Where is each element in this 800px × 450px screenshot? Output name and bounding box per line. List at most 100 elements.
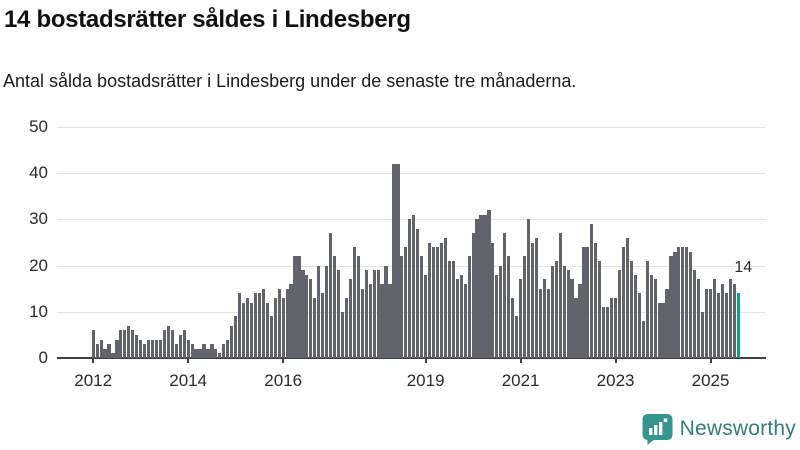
bar [269, 316, 273, 358]
bar [202, 344, 206, 358]
bar [293, 256, 297, 358]
bar [360, 288, 364, 358]
bar [606, 307, 610, 358]
bar [708, 288, 713, 358]
y-axis-label: 0 [38, 348, 48, 367]
bar [720, 284, 725, 358]
gridline [57, 311, 766, 313]
bar [404, 247, 408, 358]
bar [123, 330, 127, 358]
bar [281, 297, 285, 358]
bar [297, 256, 301, 358]
bar [166, 325, 170, 358]
bar [273, 297, 277, 358]
bar [701, 311, 705, 358]
bar [150, 339, 155, 358]
bar [182, 330, 186, 358]
bar [380, 284, 384, 358]
bar [491, 242, 495, 358]
bar [562, 265, 566, 358]
bar [313, 297, 317, 358]
bar [451, 260, 455, 358]
bar [712, 279, 717, 358]
chart-subtitle: Antal sålda bostadsrätter i Lindesberg u… [3, 71, 577, 91]
bar [475, 219, 479, 358]
last-value-label: 14 [734, 259, 753, 276]
bar [408, 219, 412, 358]
bar [376, 270, 380, 358]
bar [218, 353, 222, 358]
bar [340, 311, 345, 358]
bar [107, 344, 111, 358]
bar [154, 339, 159, 358]
bar [519, 279, 523, 358]
bar [111, 353, 115, 358]
x-axis-label: 2019 [406, 371, 445, 390]
bar [637, 293, 641, 358]
bar [522, 256, 527, 358]
bar [190, 344, 194, 358]
bar [305, 274, 309, 358]
bar [420, 256, 424, 358]
bar [265, 302, 269, 358]
chart-title: 14 bostadsrätter såldes i Lindesberg [4, 6, 411, 33]
bar [439, 242, 444, 358]
gridline [57, 173, 766, 175]
bar [515, 316, 519, 358]
bar [103, 348, 107, 358]
bar [400, 256, 404, 358]
bar [364, 270, 368, 358]
bar [261, 288, 265, 358]
x-axis-label: 2023 [596, 371, 635, 390]
bar [649, 274, 653, 358]
bar [309, 279, 313, 358]
bar [554, 260, 558, 358]
bar [356, 256, 360, 358]
bar [158, 339, 163, 358]
bar [479, 214, 483, 358]
bar [325, 265, 329, 358]
bar [257, 293, 261, 358]
bar [95, 344, 99, 358]
bar [127, 325, 131, 358]
bar [329, 233, 333, 358]
bar [677, 247, 681, 358]
y-axis-label: 50 [29, 117, 48, 136]
bar [511, 297, 515, 358]
bar [388, 284, 392, 358]
bar [582, 247, 586, 358]
bar [396, 163, 400, 358]
bar [348, 279, 353, 358]
bar [427, 242, 432, 358]
bar [641, 321, 645, 358]
gridline [57, 219, 766, 221]
bar [435, 247, 440, 358]
bar [277, 288, 281, 358]
bar [471, 233, 475, 358]
bar [499, 265, 503, 358]
bar [530, 242, 535, 358]
bar [558, 233, 562, 358]
bar [590, 224, 594, 358]
bar [139, 339, 143, 358]
bar [162, 330, 167, 358]
bar [669, 256, 673, 358]
bar [728, 279, 732, 358]
newsworthy-speech-bubble-chart-icon [641, 413, 673, 445]
bar [689, 251, 693, 358]
bar [550, 265, 554, 358]
bar [321, 293, 325, 358]
bar [194, 348, 198, 358]
bar [724, 293, 728, 358]
bar [594, 242, 598, 358]
bar [697, 279, 701, 358]
bar [657, 302, 661, 358]
bar [546, 288, 550, 358]
x-axis-label: 2016 [264, 371, 303, 390]
bar [574, 297, 578, 358]
bar [285, 288, 289, 358]
x-axis-tick [709, 358, 712, 363]
bar [241, 302, 246, 358]
bar [542, 279, 546, 358]
